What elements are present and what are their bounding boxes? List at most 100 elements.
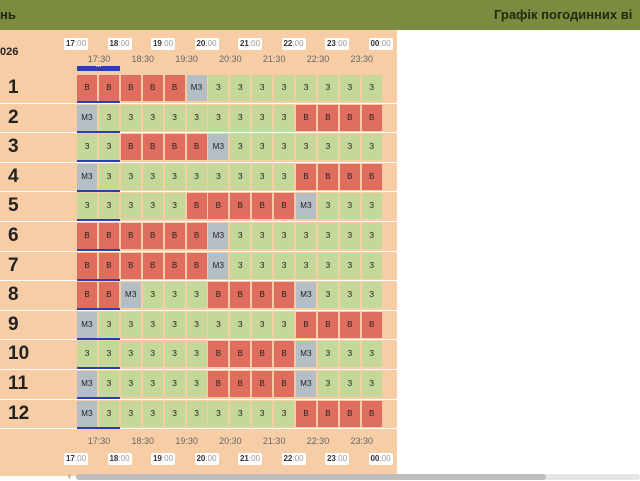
schedule-cell: В xyxy=(274,282,295,309)
current-time-line xyxy=(77,160,120,163)
schedule-cell: З xyxy=(142,341,163,368)
schedule-cell: В xyxy=(142,75,163,101)
schedule-cell: В xyxy=(296,163,316,190)
schedule-cell: З xyxy=(208,163,229,190)
schedule-cell: В xyxy=(361,104,382,131)
half-hour-label-bottom: 21:30 xyxy=(262,436,286,446)
schedule-cell: З xyxy=(120,163,141,190)
schedule-cell: З xyxy=(186,104,207,131)
row-divider xyxy=(0,161,397,163)
schedule-cell: З xyxy=(361,371,382,397)
schedule-cell: В xyxy=(164,134,185,161)
hour-label: 18:00 xyxy=(107,38,132,50)
row-divider xyxy=(0,339,397,341)
schedule-cell: В xyxy=(361,311,382,338)
row-divider xyxy=(0,309,397,311)
half-hour-label-bottom: 19:30 xyxy=(175,436,198,446)
schedule-cell: МЗ xyxy=(296,193,316,220)
scrollbar-thumb[interactable] xyxy=(76,474,546,480)
schedule-cell: В xyxy=(120,252,141,279)
schedule-cell: З xyxy=(252,252,273,279)
hour-label: 19:00 xyxy=(151,453,175,465)
half-hour-label-bottom: 23:30 xyxy=(350,436,374,446)
schedule-cell: З xyxy=(361,75,382,101)
schedule-cell: В xyxy=(164,252,185,279)
schedule-cell: З xyxy=(361,282,382,309)
schedule-cell: З xyxy=(120,341,141,368)
schedule-cell: З xyxy=(339,282,360,309)
schedule-cell: В xyxy=(339,311,360,338)
schedule-cell: МЗ xyxy=(296,371,316,397)
current-time-line xyxy=(77,219,120,222)
schedule-cell: З xyxy=(98,104,119,131)
schedule-cell: В xyxy=(230,282,251,309)
schedule-cell: МЗ xyxy=(77,163,97,190)
schedule-cell: В xyxy=(274,341,295,368)
scroll-left-icon[interactable]: ‹ xyxy=(68,471,71,481)
schedule-cell: В xyxy=(361,163,382,190)
schedule-cell: З xyxy=(252,163,273,190)
half-hour-label-bottom: 20:30 xyxy=(219,436,242,446)
schedule-cell: З xyxy=(142,163,163,190)
hour-label: 21:00 xyxy=(238,38,262,50)
hour-label: 23:00 xyxy=(325,453,349,465)
queue-number: 9 xyxy=(8,313,19,335)
half-hour-label: 20:30 xyxy=(219,54,242,64)
row-divider xyxy=(0,280,397,282)
schedule-cell: З xyxy=(230,134,251,161)
half-hour-label: 19:30 xyxy=(175,54,198,64)
schedule-cell: В xyxy=(208,193,229,220)
hour-label: 17:00 xyxy=(64,453,88,465)
hour-label: 20:00 xyxy=(194,453,219,465)
schedule-cell: З xyxy=(120,400,141,427)
current-time-line xyxy=(77,249,120,251)
queue-number: 6 xyxy=(8,225,19,246)
schedule-cell: З xyxy=(317,252,338,279)
schedule-cell: З xyxy=(361,252,382,279)
schedule-cell: З xyxy=(186,341,207,368)
current-time-line xyxy=(77,337,120,340)
schedule-cell: В xyxy=(98,223,119,249)
queue-number: 5 xyxy=(8,195,19,217)
schedule-cell: В xyxy=(77,223,97,249)
schedule-cell: В xyxy=(186,252,207,279)
schedule-cell: В xyxy=(77,282,97,309)
schedule-cell: В xyxy=(98,282,119,309)
current-time-marker: *** xyxy=(77,66,120,71)
row-divider xyxy=(0,369,397,370)
schedule-cell: З xyxy=(230,252,251,279)
schedule-cell: З xyxy=(274,75,295,101)
schedule-cell: З xyxy=(98,311,119,338)
schedule-cell: В xyxy=(317,400,338,427)
schedule-cell: З xyxy=(142,311,163,338)
schedule-cell: З xyxy=(186,371,207,397)
schedule-cell: З xyxy=(339,134,360,161)
schedule-cell: В xyxy=(317,163,338,190)
schedule-cell: В xyxy=(208,341,229,368)
schedule-cell: З xyxy=(274,311,295,338)
schedule-cell: З xyxy=(317,341,338,368)
schedule-cell: З xyxy=(317,223,338,249)
schedule-cell: З xyxy=(274,223,295,249)
hour-label: 00:00 xyxy=(368,453,393,465)
schedule-cell: В xyxy=(252,341,273,368)
schedule-cell: З xyxy=(252,134,273,161)
schedule-cell: З xyxy=(252,104,273,131)
schedule-cell: З xyxy=(77,341,97,368)
schedule-cell: З xyxy=(317,193,338,220)
horizontal-scrollbar[interactable] xyxy=(76,474,640,480)
schedule-cell: З xyxy=(252,223,273,249)
top-bar: нь Графік погодинних ві xyxy=(0,0,640,30)
schedule-cell: В xyxy=(77,75,97,101)
schedule-cell: З xyxy=(296,134,316,161)
schedule-cell: З xyxy=(98,134,119,161)
schedule-cell: З xyxy=(164,104,185,131)
queue-number: 4 xyxy=(8,165,19,187)
schedule-cell: З xyxy=(98,341,119,368)
schedule-cell: З xyxy=(98,400,119,427)
schedule-cell: З xyxy=(120,104,141,131)
schedule-cell: В xyxy=(142,252,163,279)
schedule-cell: З xyxy=(361,223,382,249)
schedule-cell: З xyxy=(252,311,273,338)
schedule-cell: МЗ xyxy=(296,341,316,368)
